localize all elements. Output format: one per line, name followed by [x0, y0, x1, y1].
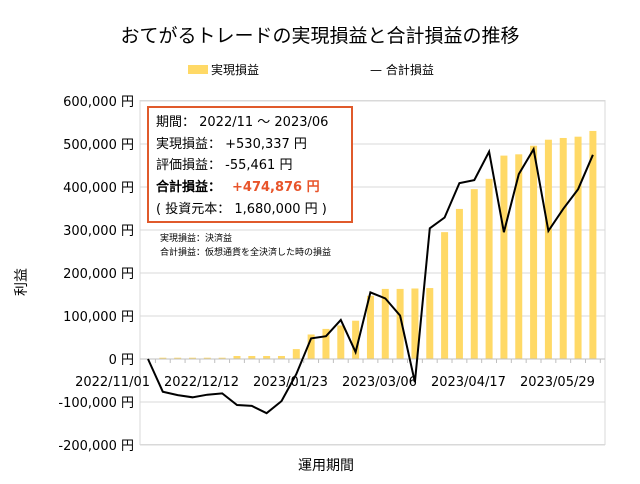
bar	[485, 178, 493, 359]
bar	[174, 357, 182, 359]
bar-series	[159, 130, 597, 359]
x-tick-label: 2023/05/29	[520, 375, 595, 390]
bar	[263, 355, 271, 359]
bar	[203, 357, 211, 359]
bar	[515, 154, 523, 359]
summary-capital: ( 投資元本： 1,680,000 円 )	[156, 201, 327, 217]
bar	[307, 334, 315, 359]
y-axis-ticks: -200,000 円 -100,000 円 0 円 100,000 円 200,000 …	[58, 95, 134, 454]
bar	[411, 288, 419, 359]
summary-period: 期間： 2022/11 ～ 2023/06	[156, 115, 328, 130]
y-tick-label: 400,000 円	[63, 181, 134, 196]
bar	[337, 325, 345, 359]
note-total: 合計損益：仮想通貨を全決済した時の損益	[160, 246, 331, 258]
summary-unrealized: 評価損益： -55,461 円	[156, 158, 292, 173]
x-axis-ticks: 2022/11/01 2022/12/12 2023/01/23 2023/03/06…	[75, 359, 601, 390]
bar	[559, 137, 567, 359]
bar	[352, 320, 360, 359]
y-tick-label: 600,000 円	[63, 95, 134, 110]
summary-total-label: 合計損益：	[156, 179, 221, 195]
bar	[441, 232, 449, 359]
bar	[530, 145, 538, 359]
bar	[426, 288, 434, 359]
bar	[470, 189, 478, 359]
legend: 実現損益 — 合計損益	[188, 62, 434, 77]
x-tick-label: 2022/11/01	[75, 375, 150, 390]
bar	[292, 349, 300, 359]
y-tick-label: 300,000 円	[63, 224, 134, 239]
y-axis-label: 利益	[14, 268, 30, 296]
line-series	[147, 146, 594, 415]
x-tick-label: 2023/04/17	[431, 375, 506, 390]
summary-total-value: +474,876 円	[232, 180, 320, 195]
y-tick-label: 100,000 円	[63, 310, 134, 325]
bar	[589, 130, 597, 359]
x-axis-label: 運用期間	[298, 458, 354, 474]
bar	[277, 355, 285, 359]
bar	[248, 355, 256, 359]
legend-bar-swatch	[188, 65, 208, 74]
bar	[500, 155, 508, 359]
legend-bar-label: 実現損益	[211, 62, 259, 77]
bar	[159, 357, 167, 359]
y-tick-label: -200,000 円	[58, 439, 134, 454]
bar	[381, 288, 389, 359]
bar	[544, 139, 552, 359]
y-tick-label: 0 円	[109, 353, 134, 368]
bar	[188, 357, 196, 359]
bar	[574, 136, 582, 359]
bar	[218, 357, 226, 359]
chart-title: おてがるトレードの実現損益と合計損益の推移	[120, 25, 519, 47]
bar	[233, 355, 241, 359]
y-tick-label: 500,000 円	[63, 138, 134, 153]
x-tick-label: 2023/03/06	[342, 375, 417, 390]
x-tick-label: 2023/01/23	[253, 375, 328, 390]
bar	[455, 208, 463, 359]
x-tick-label: 2022/12/12	[164, 375, 239, 390]
bar	[366, 295, 374, 359]
bar	[396, 288, 404, 359]
bar	[322, 328, 330, 359]
legend-line-label: — 合計損益	[370, 62, 434, 77]
y-tick-label: -100,000 円	[58, 396, 134, 411]
summary-realized: 実現損益： +530,337 円	[156, 136, 307, 152]
y-tick-label: 200,000 円	[63, 267, 134, 282]
summary-box: 期間： 2022/11 ～ 2023/06 実現損益： +530,337 円 評…	[147, 106, 353, 223]
note-realized: 実現損益：決済益	[160, 232, 232, 244]
